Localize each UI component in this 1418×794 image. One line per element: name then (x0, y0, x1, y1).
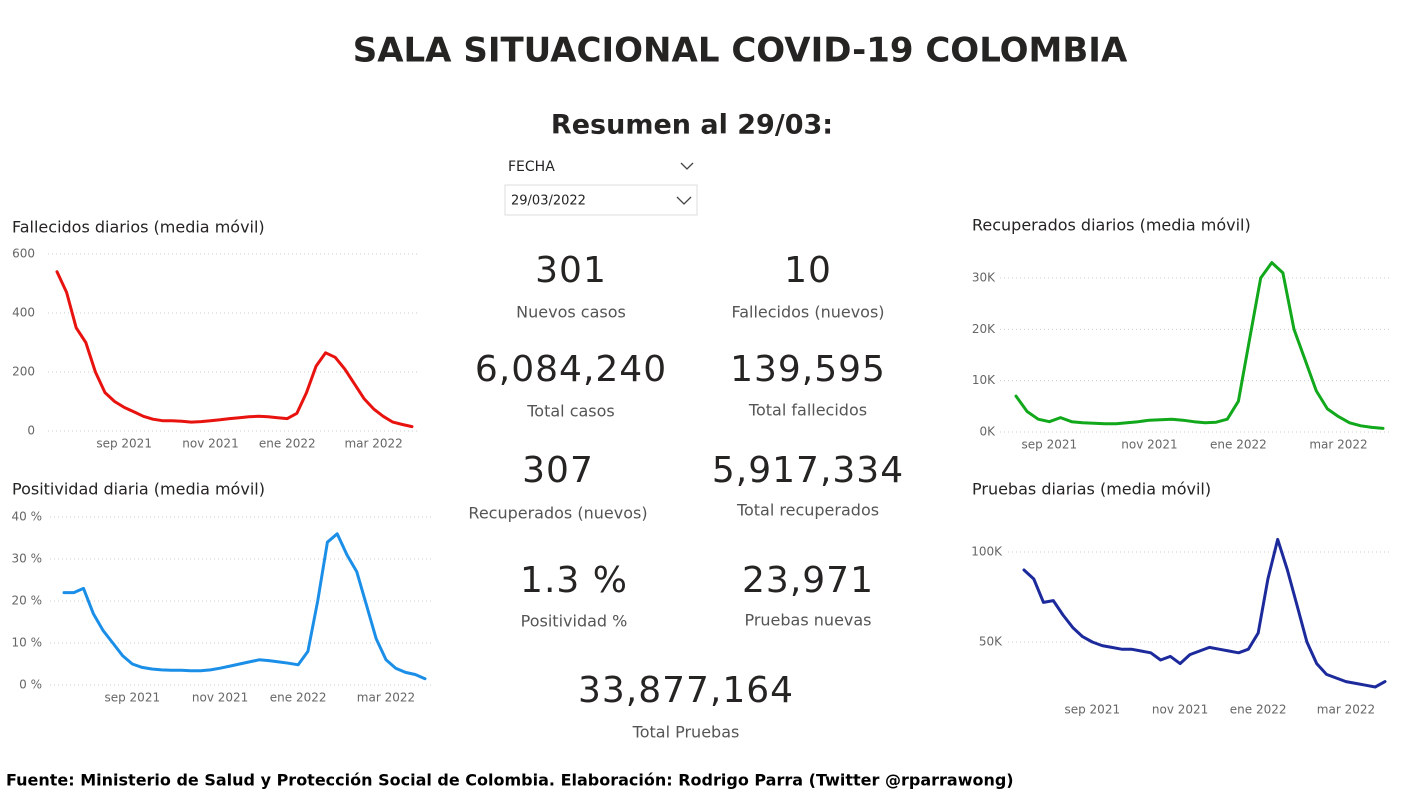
line (1014, 261, 1385, 430)
y-tick-label: 20K (972, 322, 996, 336)
x-tick-label: ene 2022 (259, 437, 316, 451)
filter-value[interactable]: 29/03/2022 (511, 194, 586, 209)
line (1022, 537, 1387, 689)
x-tick-label: mar 2022 (357, 691, 415, 705)
x-tick-label: nov 2021 (1121, 438, 1177, 452)
x-tick-label: sep 2021 (104, 691, 160, 705)
footer: Fuente: Ministerio de Salud y Protección… (6, 771, 1014, 790)
y-tick-label: 40 % (12, 510, 43, 524)
chart-title: Positividad diaria (media móvil) (12, 480, 265, 499)
kpi-label: Total fallecidos (748, 401, 867, 420)
y-tick-label: 30K (972, 271, 996, 285)
y-tick-label: 0 (27, 424, 35, 438)
chart-title: Recuperados diarios (media móvil) (972, 216, 1251, 235)
kpi-label: Fallecidos (nuevos) (731, 303, 884, 322)
y-tick-label: 30 % (12, 552, 43, 566)
kpi-value: 139,595 (730, 349, 886, 390)
y-tick-label: 50K (979, 635, 1003, 649)
x-tick-label: ene 2022 (270, 691, 327, 705)
line (55, 270, 414, 429)
y-tick-label: 0 % (19, 678, 42, 692)
x-tick-label: ene 2022 (1230, 703, 1287, 717)
x-tick-label: nov 2021 (1152, 703, 1208, 717)
x-tick-label: mar 2022 (344, 437, 402, 451)
y-tick-label: 10 % (12, 636, 43, 650)
kpi-label: Total Pruebas (632, 723, 740, 742)
subtitle: Resumen al 29/03: (551, 110, 833, 141)
y-tick-label: 10K (972, 373, 996, 387)
y-tick-label: 400 (12, 306, 35, 320)
x-tick-label: mar 2022 (1317, 703, 1375, 717)
chevron[interactable] (676, 196, 692, 205)
filter-dropdown[interactable] (504, 184, 698, 216)
kpi-value: 1.3 % (520, 560, 628, 601)
kpi-label: Total recuperados (736, 501, 879, 520)
x-tick-label: nov 2021 (182, 437, 238, 451)
x-tick-label: nov 2021 (192, 691, 248, 705)
kpi-value: 5,917,334 (712, 450, 904, 491)
kpi-label: Positividad % (521, 612, 628, 631)
filter-label: FECHA (508, 159, 555, 175)
line (62, 532, 427, 681)
kpi-label: Recuperados (nuevos) (468, 504, 647, 523)
kpi-value: 307 (522, 450, 594, 491)
chart-title: Fallecidos diarios (media móvil) (12, 218, 265, 237)
y-tick-label: 100K (971, 545, 1003, 559)
chart-title: Pruebas diarias (media móvil) (972, 480, 1211, 499)
kpi-label: Total casos (526, 402, 615, 421)
kpi-value: 301 (535, 250, 607, 291)
y-tick-label: 200 (12, 365, 35, 379)
x-tick-label: sep 2021 (1022, 438, 1078, 452)
y-tick-label: 0K (979, 425, 996, 439)
page-title: SALA SITUACIONAL COVID-19 COLOMBIA (353, 31, 1128, 71)
y-tick-label: 20 % (12, 594, 43, 608)
x-tick-label: sep 2021 (96, 437, 152, 451)
x-tick-label: ene 2022 (1210, 438, 1267, 452)
kpi-label: Pruebas nuevas (744, 611, 871, 630)
kpi-value: 33,877,164 (578, 670, 794, 711)
y-tick-label: 600 (12, 247, 35, 261)
kpi-label: Nuevos casos (516, 303, 626, 322)
x-tick-label: mar 2022 (1309, 438, 1367, 452)
kpi-value: 10 (784, 250, 832, 291)
kpi-value: 6,084,240 (475, 349, 667, 390)
chevron[interactable] (680, 162, 694, 170)
x-tick-label: sep 2021 (1064, 703, 1120, 717)
kpi-value: 23,971 (742, 560, 874, 601)
